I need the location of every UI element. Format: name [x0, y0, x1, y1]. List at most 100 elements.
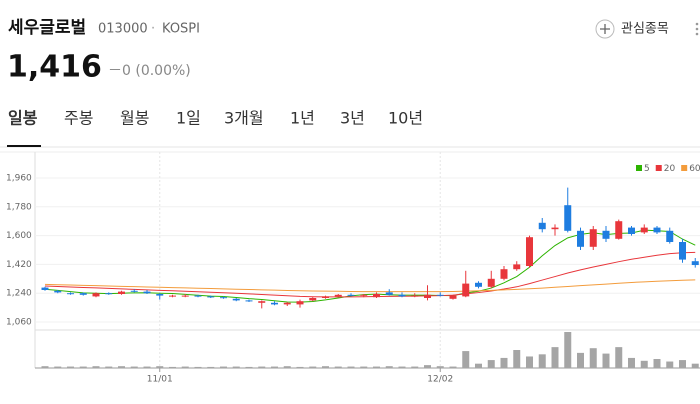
watch-button[interactable]: 관심종목	[595, 19, 669, 39]
volume-bar	[79, 366, 87, 368]
separator: ·	[151, 22, 155, 37]
volume-bar	[487, 360, 495, 368]
tabs: 일봉 주봉 월봉 1일 3개월 1년 3년 10년	[8, 109, 423, 128]
volume-bar	[334, 366, 342, 368]
volume-bar	[118, 366, 125, 368]
candle-body	[666, 230, 674, 242]
candle-body	[245, 300, 253, 302]
volume-bar	[105, 366, 113, 368]
candle-body	[640, 227, 648, 233]
plus-icon	[595, 19, 615, 39]
volume-bar	[309, 366, 317, 368]
candle-body	[194, 295, 202, 297]
volume-bar	[143, 366, 151, 368]
candle-body	[79, 293, 87, 295]
tab[interactable]: 월봉	[120, 109, 149, 128]
candle-body	[602, 230, 610, 239]
candle-body	[169, 295, 176, 297]
volume-bar	[245, 366, 253, 368]
volume-bar	[564, 332, 572, 368]
y-tick-label: 1,600	[6, 231, 32, 241]
volume-bar	[424, 365, 431, 368]
candle-body	[385, 292, 393, 295]
candle-body	[207, 296, 215, 298]
candle-body	[526, 237, 533, 266]
legend-swatch	[636, 165, 642, 171]
ma-line	[44, 279, 696, 293]
candle-body	[258, 301, 266, 303]
candle-body	[679, 242, 686, 260]
volume-bar	[67, 366, 74, 368]
candle-body	[283, 302, 291, 305]
candle-body	[105, 293, 113, 295]
volume-bar	[538, 354, 546, 368]
watch-label[interactable]: 관심종목	[621, 22, 669, 37]
legend-label: 60	[689, 164, 700, 174]
candle-body	[296, 301, 304, 305]
candle-body	[436, 294, 444, 296]
volume-bar	[653, 359, 661, 368]
candle-body	[628, 227, 635, 234]
candle-body	[41, 287, 49, 290]
volume-bar	[220, 366, 227, 368]
volume-bar	[577, 352, 584, 368]
candle-body	[538, 222, 546, 230]
candle-body	[653, 227, 661, 233]
candle-body	[334, 294, 342, 297]
candle-body	[67, 293, 74, 295]
candle-body	[118, 291, 125, 294]
stock-name: 세우글로벌	[8, 18, 86, 38]
y-tick-label: 1,240	[6, 289, 32, 299]
candle-body	[373, 294, 380, 298]
ma-line	[44, 251, 696, 298]
x-tick-label: 12/02	[427, 375, 453, 385]
tab[interactable]: 10년	[388, 109, 423, 128]
volume-bar	[258, 366, 266, 368]
ma-line	[44, 229, 696, 303]
volume-bar	[385, 366, 393, 368]
candle-body	[424, 294, 431, 298]
volume-bar	[679, 360, 686, 368]
volume-bar	[181, 366, 189, 368]
candle-body	[271, 302, 278, 305]
volume-bar	[589, 348, 597, 368]
candle-body	[691, 261, 699, 266]
candle-body	[156, 294, 164, 296]
candle-body	[220, 297, 227, 299]
volume-bar	[322, 366, 329, 368]
candle-body	[500, 269, 508, 279]
volume-bar	[666, 361, 674, 368]
y-tick-label: 1,960	[6, 174, 32, 184]
volume-bar	[207, 366, 215, 368]
candle-body	[54, 290, 62, 293]
y-tick-label: 1,780	[6, 202, 32, 212]
legend-label: 5	[644, 164, 650, 174]
tab[interactable]: 일봉	[8, 109, 38, 128]
tab[interactable]: 3년	[340, 109, 365, 128]
legend-swatch	[681, 165, 688, 171]
x-tick-label: 11/01	[147, 375, 173, 385]
candle-body	[398, 294, 406, 297]
tab[interactable]: 주봉	[64, 109, 93, 128]
candle-body	[92, 293, 100, 297]
tab[interactable]: 1년	[290, 109, 315, 128]
volume-bar	[92, 366, 100, 368]
volume-bar	[360, 366, 368, 368]
candle-body	[232, 298, 240, 301]
more-icon[interactable]	[695, 22, 699, 36]
volume-bar	[347, 366, 355, 368]
volume-bar	[628, 357, 635, 368]
plus-icon	[600, 24, 610, 34]
volume-bar	[500, 357, 508, 368]
tab[interactable]: 1일	[176, 109, 201, 128]
volume-bar	[513, 350, 521, 368]
candle-body	[143, 291, 151, 294]
candle-body	[360, 294, 368, 296]
candle-body	[322, 296, 329, 298]
candle-body	[513, 264, 521, 270]
candle-body	[475, 282, 482, 287]
volume-bar	[373, 366, 380, 368]
market: KOSPI	[162, 22, 200, 37]
tab[interactable]: 3개월	[224, 109, 264, 128]
